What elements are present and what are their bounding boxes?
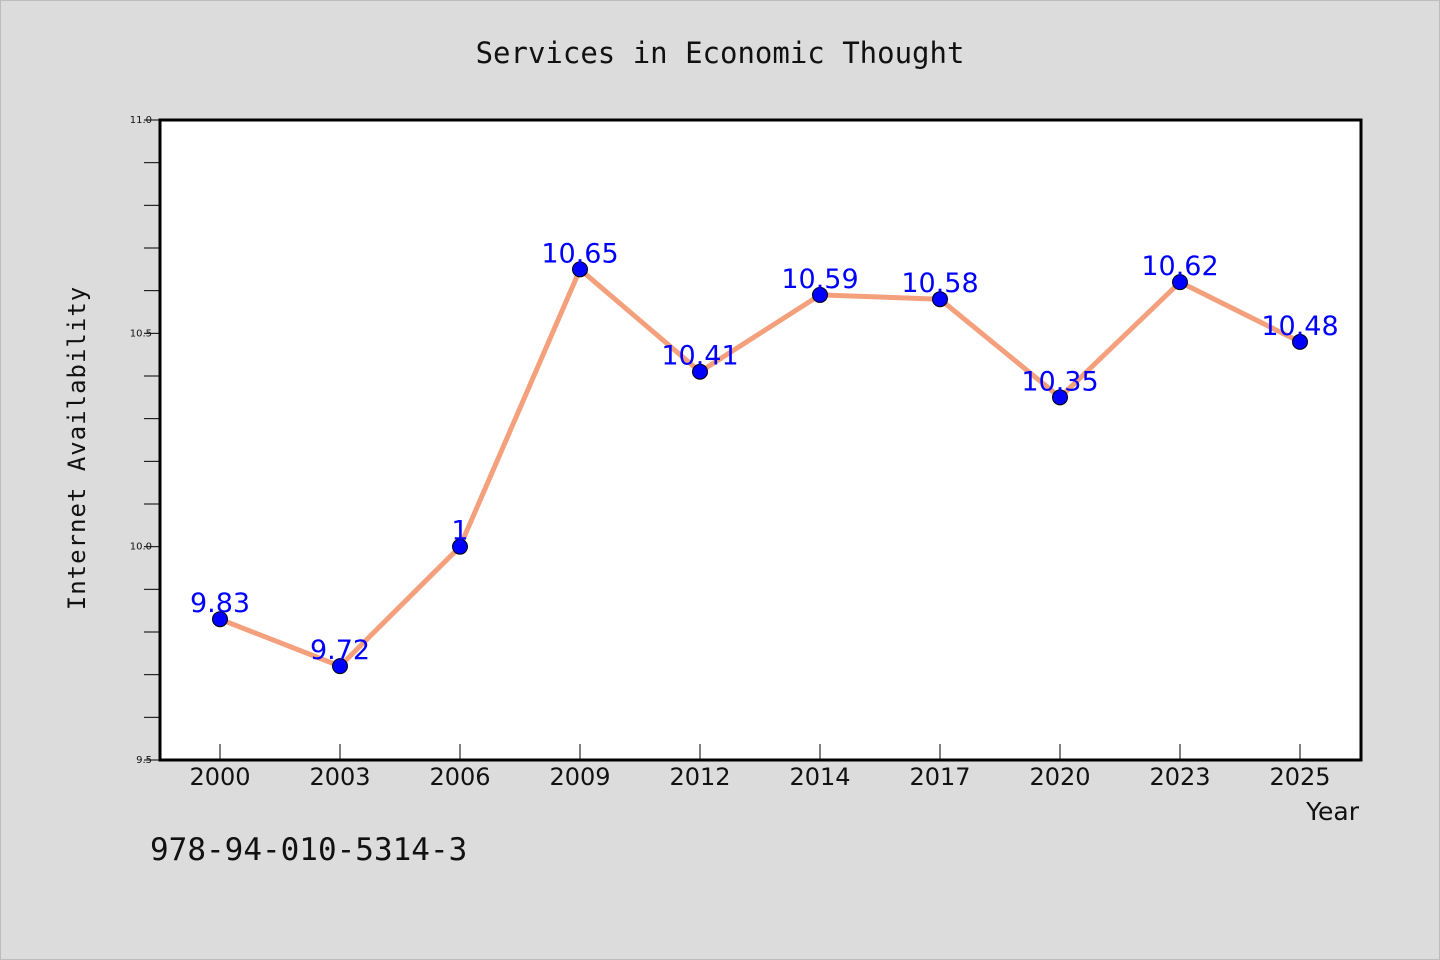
data-point (212, 611, 228, 628)
x-tick-label: 2020 (1029, 763, 1090, 791)
y-tick-label: 11.0 (130, 115, 152, 126)
data-label: 9.72 (310, 635, 370, 666)
y-tick-label: 10.5 (130, 328, 152, 339)
x-axis-label: Year (1305, 797, 1360, 826)
x-tick-label: 2009 (549, 763, 610, 791)
series-line (217, 266, 1303, 669)
data-label: 10.35 (1021, 366, 1098, 397)
x-tick-label: 2006 (429, 763, 490, 791)
data-point (932, 291, 948, 308)
y-tick-label: 9.5 (136, 755, 152, 766)
x-tick-label: 2017 (909, 763, 970, 791)
data-point (1292, 333, 1308, 350)
data-label: 10.41 (661, 341, 738, 372)
data-label: 10.58 (901, 268, 978, 299)
data-label: 10.48 (1261, 311, 1338, 342)
data-point (1052, 389, 1068, 406)
footer-code: 978-94-010-5314-3 (150, 832, 468, 868)
data-label: 9.83 (190, 588, 250, 619)
x-tick-label: 2023 (1149, 763, 1210, 791)
data-label: 10.62 (1141, 251, 1218, 282)
y-tick-label: 10.0 (130, 542, 152, 553)
data-point (332, 658, 348, 675)
x-tick-label: 2003 (309, 763, 370, 791)
data-label: 10.59 (781, 264, 858, 295)
series-layer: 9.83 9.72 1 10.65 10.41 10.59 10.58 10.35 10.62 1… (190, 238, 1339, 675)
data-point (572, 261, 588, 278)
data-point (1172, 274, 1188, 291)
y-axis-label: Internet Availability (63, 286, 91, 610)
plot-area (158, 118, 1363, 762)
x-tick-label: 2000 (189, 763, 250, 791)
x-tick-label: 2025 (1269, 763, 1330, 791)
data-point (812, 286, 828, 303)
x-tick-label: 2012 (669, 763, 730, 791)
x-tick-label: 2014 (789, 763, 850, 791)
chart-title: Services in Economic Thought (476, 36, 965, 70)
data-point (692, 363, 708, 380)
x-axis: 2000 2003 2006 2009 2012 2014 2017 2020 2023 2025 (189, 744, 1331, 791)
data-label: 1 (451, 516, 468, 547)
y-axis: 9.5 10.0 10.5 11.0 (130, 115, 160, 766)
data-label: 10.65 (541, 238, 618, 269)
data-point (452, 538, 468, 555)
